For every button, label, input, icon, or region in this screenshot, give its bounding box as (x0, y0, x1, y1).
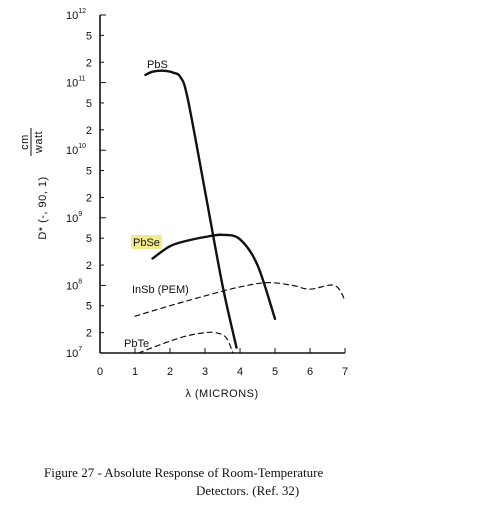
series-label-pbte: PbTe (124, 338, 149, 350)
series-label-highlight (131, 235, 162, 249)
y-axis-label-group: D* (-, 90, 1) (37, 176, 49, 239)
x-tick-label: 2 (167, 366, 173, 378)
caption-line-2: Detectors. (Ref. 32) (196, 483, 300, 498)
series-line-insb-pem (134, 281, 346, 317)
series-label-pbs: PbS (147, 59, 168, 71)
y-tick-label: 107 (66, 346, 82, 360)
series-label-insb-pem: InSb (PEM) (132, 284, 189, 296)
y-tick-exponent: 10 (78, 143, 86, 150)
y-tick-label: 2 (86, 125, 92, 137)
x-tick-label: 0 (97, 366, 103, 378)
y-axis-unit-group: cm watt (19, 128, 45, 156)
series-line-pbs (144, 69, 238, 349)
y-tick-label: 2 (86, 57, 92, 69)
series-line-pbse (151, 233, 277, 321)
x-tick-label: 6 (307, 366, 313, 378)
x-tick-label: 7 (342, 366, 348, 378)
y-tick-exponent: 11 (78, 76, 85, 83)
x-axis-label: λ (MICRONS) (185, 388, 258, 400)
y-tick-label: 108 (66, 278, 82, 292)
y-tick-label: 5 (86, 30, 92, 42)
y-tick-label: 5 (86, 98, 92, 110)
series-labels: PbS PbSe InSb (PEM) PbTe (124, 59, 189, 350)
series-line-pbte (137, 331, 234, 354)
series-lines (134, 69, 346, 354)
y-axis-unit-den: watt (33, 131, 45, 154)
y-tick-label: 2 (86, 192, 92, 204)
y-tick-label: 5 (86, 301, 92, 313)
x-tick-label: 3 (202, 366, 208, 378)
y-axis-label: D* (-, 90, 1) (37, 176, 49, 239)
y-tick-label: 2 (86, 260, 92, 272)
series-label-pbse: PbSe (133, 237, 160, 249)
x-tick-label: 5 (272, 366, 278, 378)
y-tick-label: 1010 (66, 143, 86, 157)
y-tick-label: 5 (86, 233, 92, 245)
y-tick-exponent: 12 (78, 8, 86, 15)
y-tick-label: 109 (66, 211, 82, 225)
y-axis-unit-num: cm (19, 134, 31, 150)
y-tick-exponent: 9 (78, 211, 82, 218)
y-tick-label: 5 (86, 166, 92, 178)
y-tick-label: 1012 (66, 8, 86, 22)
highlights (131, 235, 162, 249)
caption-line-1: Figure 27 - Absolute Response of Room-Te… (44, 465, 324, 480)
y-tick-exponent: 8 (78, 278, 82, 285)
x-ticks: 0 1 2 3 4 5 6 7 (97, 348, 348, 378)
y-tick-label: 2 (86, 328, 92, 340)
y-tick-label: 1011 (66, 76, 86, 90)
x-tick-label: 1 (132, 366, 138, 378)
x-tick-label: 4 (237, 366, 243, 378)
y-tick-exponent: 7 (78, 346, 82, 353)
